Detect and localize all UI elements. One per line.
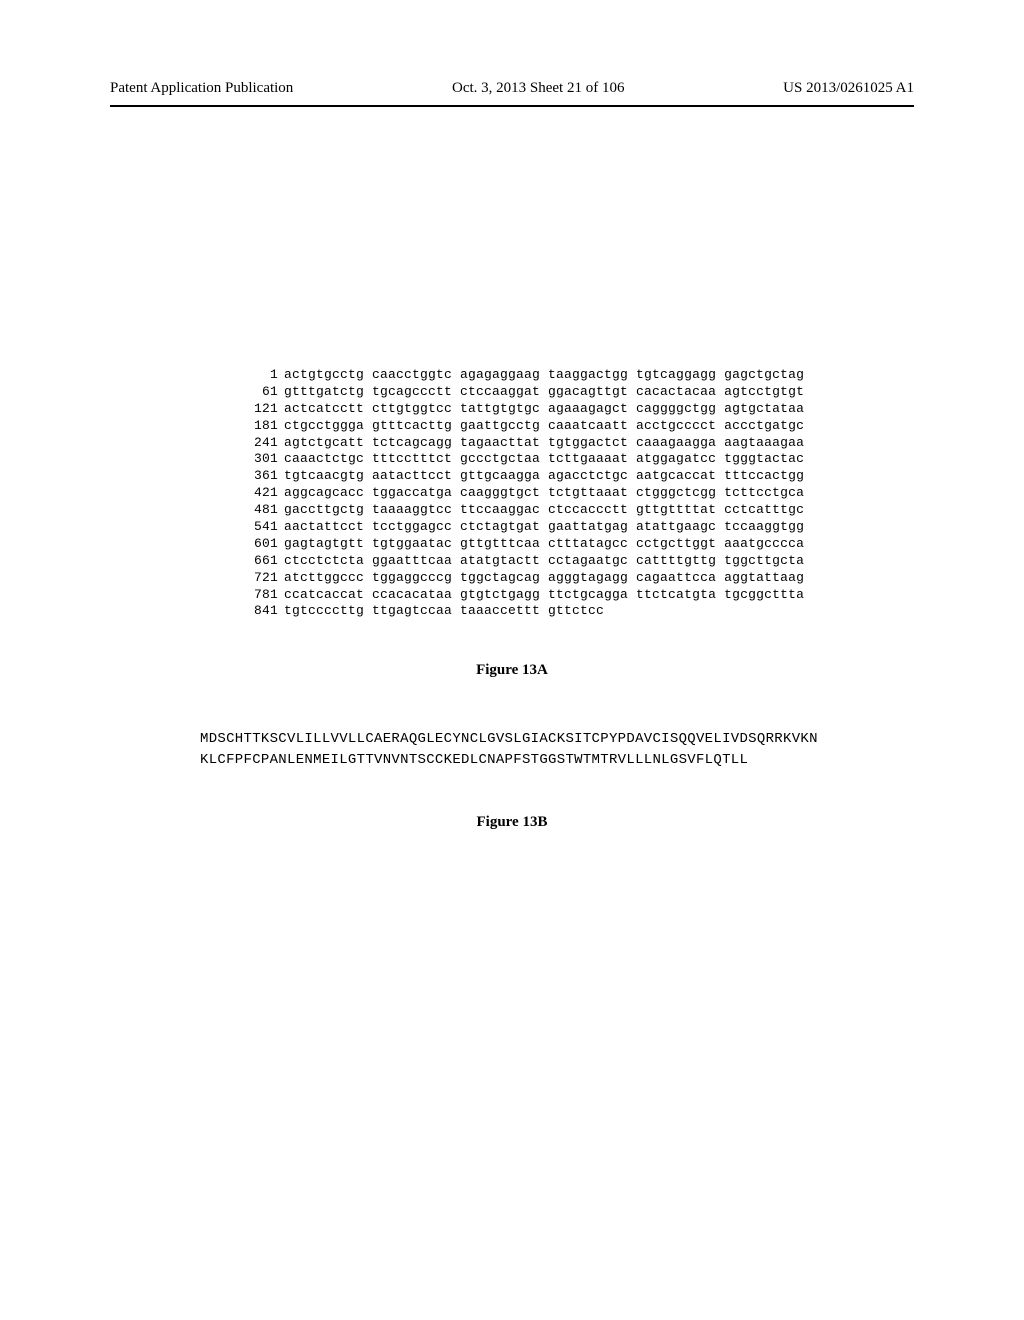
sequence-position-number: 1: [240, 367, 278, 384]
sequence-bases: ctcctctcta ggaatttcaa atatgtactt cctagaa…: [284, 553, 804, 570]
header-publication-type: Patent Application Publication: [110, 80, 293, 97]
sequence-position-number: 181: [240, 418, 278, 435]
sequence-line: 721 atcttggccc tggaggcccg tggctagcag aggg…: [240, 570, 924, 587]
sequence-line: 481 gaccttgctg taaaaggtcc ttccaaggac ctcc…: [240, 502, 924, 519]
sequence-line: 241 agtctgcatt tctcagcagg tagaacttat tgtg…: [240, 435, 924, 452]
sequence-position-number: 721: [240, 570, 278, 587]
sequence-bases: tgtcaacgtg aatacttcct gttgcaagga agacctc…: [284, 468, 804, 485]
sequence-position-number: 301: [240, 451, 278, 468]
sequence-bases: aactattcct tcctggagcc ctctagtgat gaattat…: [284, 519, 804, 536]
sequence-bases: ctgcctggga gtttcacttg gaattgcctg caaatca…: [284, 418, 804, 435]
sequence-line: 301 caaactctgc tttcctttct gccctgctaa tctt…: [240, 451, 924, 468]
sequence-bases: actcatcctt cttgtggtcc tattgtgtgc agaaaga…: [284, 401, 804, 418]
sequence-line: 601 gagtagtgtt tgtggaatac gttgtttcaa cttt…: [240, 536, 924, 553]
header-divider: [110, 105, 914, 107]
page-header: Patent Application Publication Oct. 3, 2…: [100, 80, 924, 97]
figure-label-13a: Figure 13A: [100, 662, 924, 679]
sequence-position-number: 601: [240, 536, 278, 553]
sequence-position-number: 661: [240, 553, 278, 570]
sequence-line: 421 aggcagcacc tggaccatga caagggtgct tctg…: [240, 485, 924, 502]
sequence-line: 841 tgtccccttg ttgagtccaa taaaccettt gttc…: [240, 603, 924, 620]
sequence-position-number: 121: [240, 401, 278, 418]
page-container: Patent Application Publication Oct. 3, 2…: [0, 0, 1024, 1320]
sequence-bases: gaccttgctg taaaaggtcc ttccaaggac ctccacc…: [284, 502, 804, 519]
sequence-position-number: 241: [240, 435, 278, 452]
sequence-line: 541 aactattcct tcctggagcc ctctagtgat gaat…: [240, 519, 924, 536]
sequence-line: 361 tgtcaacgtg aatacttcct gttgcaagga agac…: [240, 468, 924, 485]
sequence-bases: gagtagtgtt tgtggaatac gttgtttcaa ctttata…: [284, 536, 804, 553]
sequence-bases: tgtccccttg ttgagtccaa taaaccettt gttctcc: [284, 603, 604, 620]
sequence-bases: atcttggccc tggaggcccg tggctagcag agggtag…: [284, 570, 804, 587]
protein-sequence-block: MDSCHTTKSCVLILLVVLLCAERAQGLECYNCLGVSLGIA…: [200, 729, 824, 770]
header-date-sheet: Oct. 3, 2013 Sheet 21 of 106: [452, 80, 624, 97]
sequence-line: 121 actcatcctt cttgtggtcc tattgtgtgc agaa…: [240, 401, 924, 418]
sequence-position-number: 481: [240, 502, 278, 519]
figure-label-13b: Figure 13B: [100, 814, 924, 831]
sequence-bases: agtctgcatt tctcagcagg tagaacttat tgtggac…: [284, 435, 804, 452]
sequence-bases: caaactctgc tttcctttct gccctgctaa tcttgaa…: [284, 451, 804, 468]
sequence-bases: gtttgatctg tgcagccctt ctccaaggat ggacagt…: [284, 384, 804, 401]
sequence-bases: aggcagcacc tggaccatga caagggtgct tctgtta…: [284, 485, 804, 502]
sequence-position-number: 781: [240, 587, 278, 604]
header-patent-number: US 2013/0261025 A1: [783, 80, 914, 97]
sequence-line: 181 ctgcctggga gtttcacttg gaattgcctg caaa…: [240, 418, 924, 435]
sequence-position-number: 841: [240, 603, 278, 620]
sequence-line: 1 actgtgcctg caacctggtc agagaggaag taagga…: [240, 367, 924, 384]
sequence-position-number: 541: [240, 519, 278, 536]
sequence-position-number: 361: [240, 468, 278, 485]
sequence-bases: ccatcaccat ccacacataa gtgtctgagg ttctgca…: [284, 587, 804, 604]
sequence-line: 661 ctcctctcta ggaatttcaa atatgtactt ccta…: [240, 553, 924, 570]
sequence-position-number: 61: [240, 384, 278, 401]
sequence-line: 61 gtttgatctg tgcagccctt ctccaaggat ggaca…: [240, 384, 924, 401]
sequence-bases: actgtgcctg caacctggtc agagaggaag taaggac…: [284, 367, 804, 384]
dna-sequence-block: 1 actgtgcctg caacctggtc agagaggaag taagga…: [240, 367, 924, 620]
sequence-line: 781 ccatcaccat ccacacataa gtgtctgagg ttct…: [240, 587, 924, 604]
sequence-position-number: 421: [240, 485, 278, 502]
